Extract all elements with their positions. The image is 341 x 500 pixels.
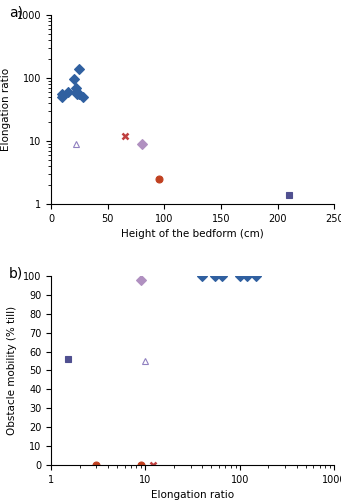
Line: fluted bedrock: fluted bedrock: [93, 462, 145, 468]
till flutes: [66, 89, 70, 95]
till flutes: [238, 273, 242, 279]
till flutes: [74, 85, 78, 91]
till flutes: [74, 89, 78, 95]
till flutes: [220, 273, 224, 279]
till flutes: [245, 273, 249, 279]
till flutes: [200, 273, 204, 279]
X-axis label: Elongation ratio: Elongation ratio: [151, 490, 234, 500]
Line: till flutes: till flutes: [59, 66, 86, 100]
Text: a): a): [9, 6, 23, 20]
till flutes: [60, 94, 64, 100]
fluted bedrock: [139, 462, 143, 468]
Y-axis label: Elongation ratio: Elongation ratio: [1, 68, 11, 151]
till flutes: [75, 92, 79, 98]
till flutes: [254, 273, 258, 279]
Line: till flutes: till flutes: [199, 272, 260, 280]
till flutes: [60, 92, 64, 98]
X-axis label: Height of the bedform (cm): Height of the bedform (cm): [121, 230, 264, 239]
till flutes: [81, 94, 85, 100]
till flutes: [213, 273, 218, 279]
Text: b): b): [9, 266, 23, 280]
till flutes: [77, 92, 81, 98]
fluted bedrock: [94, 462, 98, 468]
till flutes: [77, 66, 81, 72]
Y-axis label: Obstacle mobility (% till): Obstacle mobility (% till): [8, 306, 17, 435]
till flutes: [72, 76, 76, 82]
